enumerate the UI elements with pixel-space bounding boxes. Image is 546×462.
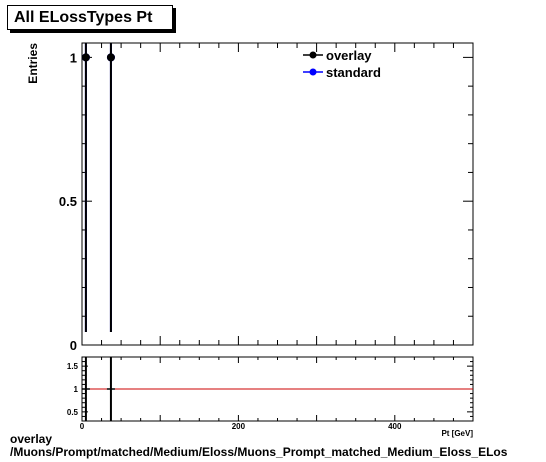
main-plot-frame (81, 42, 474, 346)
x-axis-title: Pt [GeV] (441, 429, 473, 438)
ratio-x-tick-label: 400 (388, 422, 402, 431)
ratio-y-tick-label: 1 (74, 385, 79, 394)
ratio-plot: 0.5 1 1.5 0 200 400 Pt [GeV] (67, 356, 474, 438)
legend-label-overlay: overlay (326, 48, 372, 63)
ratio-y-tick-label: 1.5 (67, 362, 79, 371)
chart-title: All ELossTypes Pt (14, 9, 153, 26)
legend-label-standard: standard (326, 65, 381, 80)
ratio-x-tick-label: 200 (232, 422, 246, 431)
y-axis-title: Entries (26, 43, 40, 84)
ratio-y-tick-label: 0.5 (67, 408, 79, 417)
overlay-marker (81, 53, 90, 62)
y-tick-label: 0 (70, 338, 77, 353)
footer-caption: overlay /Muons/Prompt/matched/Medium/Elo… (10, 433, 507, 459)
footer-line-2: /Muons/Prompt/matched/Medium/Eloss/Muons… (10, 445, 508, 459)
chart-title-box: All ELossTypes Pt (7, 5, 173, 30)
overlay-marker (106, 53, 115, 62)
footer-line-1: overlay (10, 432, 53, 446)
main-plot: 0 0.5 1 Entries overlay standard (26, 42, 474, 353)
y-tick-label: 0.5 (59, 194, 77, 209)
legend-marker-standard (309, 68, 317, 76)
ratio-x-tick-label: 0 (80, 422, 85, 431)
y-tick-label: 1 (70, 50, 77, 65)
legend-marker-overlay (309, 51, 317, 59)
